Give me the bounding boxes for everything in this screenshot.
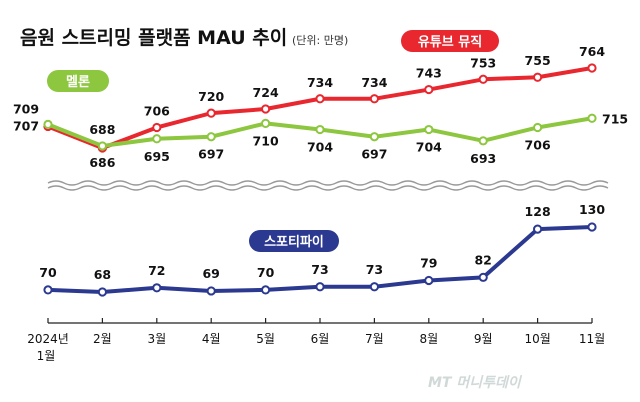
x-tick-label: 1월 <box>37 349 56 363</box>
data-point-spotify <box>478 272 488 282</box>
x-tick-label: 4월 <box>202 332 221 346</box>
data-label-melon: 706 <box>525 137 551 152</box>
data-point-melon <box>261 118 271 128</box>
data-label-melon: 704 <box>416 140 442 155</box>
x-tick-label: 2월 <box>93 332 112 346</box>
data-point-melon <box>587 113 597 123</box>
data-point-youtube-music <box>315 94 325 104</box>
data-label-youtube-music: 753 <box>470 55 496 70</box>
x-tick-label: 10월 <box>524 332 550 346</box>
data-label-spotify: 72 <box>148 263 165 278</box>
data-point-youtube-music <box>206 108 216 118</box>
legend-badge-youtube-music <box>401 30 499 52</box>
data-point-melon <box>424 124 434 135</box>
data-label-spotify: 73 <box>366 262 383 277</box>
x-tick-label: 6월 <box>311 332 330 346</box>
x-tick-label: 11월 <box>579 332 605 346</box>
legend-badge-spotify <box>249 230 339 252</box>
data-point-spotify <box>97 287 108 297</box>
data-label-melon: 697 <box>198 147 224 162</box>
data-label-melon: 715 <box>602 111 628 126</box>
data-label-melon: 695 <box>144 149 170 164</box>
data-point-melon <box>97 141 108 151</box>
data-label-spotify: 69 <box>202 266 219 281</box>
data-label-melon: 688 <box>89 122 115 137</box>
data-point-spotify <box>315 282 325 292</box>
data-point-spotify <box>261 285 271 295</box>
data-label-melon: 697 <box>361 147 387 162</box>
data-point-spotify <box>369 282 379 292</box>
x-tick-label: 7월 <box>365 332 384 346</box>
data-label-youtube-music: 686 <box>89 155 115 170</box>
data-label-melon: 693 <box>470 151 496 166</box>
legend-badge-melon <box>47 70 109 92</box>
axis-break-wave-bottom <box>47 185 609 191</box>
axis-break-wave-top <box>47 180 609 186</box>
chart-title: 음원 스트리밍 플랫폼 MAU 추이 <box>20 27 287 49</box>
data-point-youtube-music <box>478 74 488 84</box>
legend-label-spotify: 스포티파이 <box>264 234 324 250</box>
data-point-melon <box>478 136 488 146</box>
data-label-spotify: 70 <box>39 265 57 280</box>
watermark-text: MT 머니투데이 <box>428 375 523 391</box>
data-point-melon <box>369 132 379 142</box>
legend-label-melon: 멜론 <box>66 75 90 90</box>
data-point-spotify <box>587 222 597 232</box>
data-point-youtube-music <box>587 63 597 73</box>
data-point-spotify <box>206 286 216 296</box>
data-point-melon <box>43 119 53 130</box>
unit-label: (단위: 만명) <box>292 34 348 47</box>
data-label-youtube-music: 707 <box>13 118 39 133</box>
x-tick-label: 5월 <box>256 332 275 346</box>
data-label-youtube-music: 724 <box>253 85 279 100</box>
legend-label-youtube-music: 유튜브 뮤직 <box>418 34 482 50</box>
data-point-spotify <box>424 275 434 286</box>
data-point-spotify <box>533 224 543 234</box>
data-label-spotify: 130 <box>579 202 605 217</box>
data-point-youtube-music <box>424 84 434 95</box>
data-label-melon: 709 <box>13 101 39 116</box>
data-label-spotify: 73 <box>311 262 328 277</box>
data-label-spotify: 68 <box>94 267 111 282</box>
data-label-melon: 710 <box>253 133 279 148</box>
data-point-melon <box>533 122 543 133</box>
data-label-melon: 704 <box>307 140 333 155</box>
data-point-melon <box>206 132 216 142</box>
x-tick-label: 3월 <box>147 332 166 346</box>
data-label-spotify: 82 <box>474 252 491 267</box>
data-point-spotify <box>152 283 162 293</box>
data-label-spotify: 70 <box>257 265 275 280</box>
data-label-youtube-music: 734 <box>307 75 333 90</box>
data-label-youtube-music: 755 <box>525 53 551 68</box>
plot-area: 2024년 1월 2월 3월 4월 5월 6월 7월 8월 9월 10월 11월 707 686 706 72… <box>13 44 628 363</box>
data-point-youtube-music <box>152 122 162 133</box>
data-label-youtube-music: 720 <box>198 89 224 104</box>
data-point-spotify <box>43 285 53 295</box>
data-label-youtube-music: 706 <box>144 103 170 118</box>
data-point-melon <box>152 134 162 144</box>
data-label-youtube-music: 764 <box>579 44 605 59</box>
x-tick-label: 8월 <box>419 332 438 346</box>
watermark-logo: MT 머니투데이 <box>428 375 523 391</box>
data-point-youtube-music <box>261 104 271 114</box>
data-label-youtube-music: 743 <box>416 66 442 81</box>
data-label-spotify: 79 <box>420 255 437 270</box>
data-label-youtube-music: 734 <box>361 75 387 90</box>
data-point-youtube-music <box>533 72 543 82</box>
data-label-spotify: 128 <box>525 204 551 219</box>
x-tick-label: 9월 <box>474 332 493 346</box>
data-point-youtube-music <box>369 94 379 104</box>
data-point-melon <box>315 124 325 135</box>
x-tick-label: 2024년 <box>27 332 69 346</box>
